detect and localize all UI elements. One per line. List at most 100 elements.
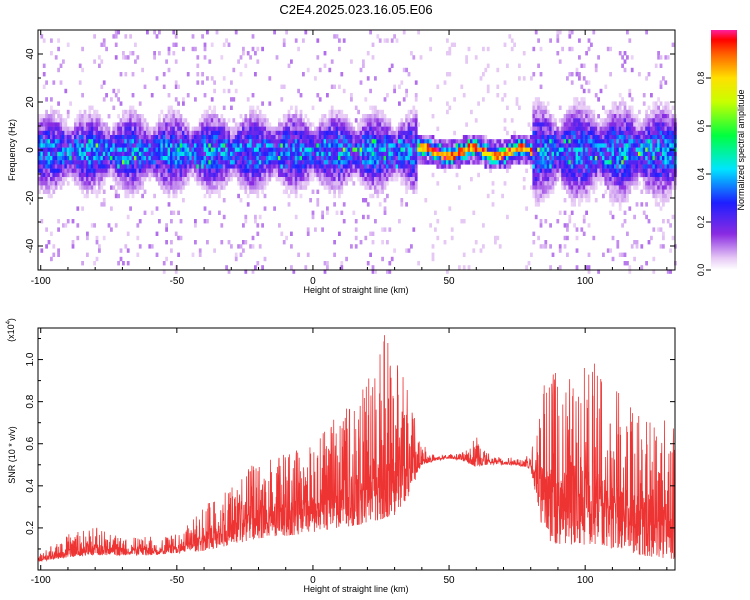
heatmap-cell	[239, 168, 243, 173]
heatmap-cell	[659, 114, 663, 119]
heatmap-cell	[554, 164, 557, 169]
heatmap-cell	[568, 177, 572, 182]
heatmap-cell	[638, 126, 641, 131]
heatmap-cell	[232, 160, 236, 165]
heatmap-cell	[630, 139, 634, 144]
heatmap-cell	[263, 185, 267, 190]
heatmap-cell	[280, 97, 284, 102]
heatmap-cell	[275, 164, 279, 169]
heatmap-cell	[426, 160, 430, 165]
heatmap-cell	[532, 231, 536, 236]
heatmap-cell	[443, 147, 447, 152]
heatmap-cell	[592, 126, 596, 131]
heatmap-cell	[621, 156, 624, 161]
heatmap-cell	[78, 185, 82, 190]
heatmap-cell	[309, 156, 312, 161]
heatmap-cell	[489, 168, 492, 173]
heatmap-cell	[374, 143, 377, 148]
heatmap-cell	[86, 118, 89, 123]
heatmap-cell	[431, 160, 435, 165]
heatmap-cell	[563, 130, 567, 136]
heatmap-cell	[160, 177, 164, 182]
heatmap-cell	[374, 114, 377, 119]
heatmap-cell	[208, 143, 212, 148]
heatmap-cell	[484, 164, 488, 169]
heatmap-cell	[366, 76, 370, 81]
heatmap-cell	[527, 261, 531, 266]
heatmap-cell	[330, 130, 334, 136]
heatmap-cell	[374, 219, 377, 224]
heatmap-cell	[614, 172, 617, 178]
heatmap-cell	[90, 143, 94, 148]
heatmap-cell	[542, 168, 545, 173]
heatmap-cell	[407, 72, 411, 77]
heatmap-cell	[126, 151, 130, 157]
heatmap-cell	[530, 164, 533, 169]
heatmap-cell	[369, 172, 372, 178]
heatmap-cell	[599, 88, 603, 94]
heatmap-cell	[256, 185, 260, 190]
heatmap-cell	[69, 126, 72, 131]
heatmap-cell	[280, 156, 284, 161]
heatmap-cell	[431, 143, 435, 148]
heatmap-cell	[446, 101, 449, 106]
heatmap-cell	[398, 219, 401, 224]
heatmap-cell	[242, 164, 245, 169]
heatmap-cell	[141, 151, 144, 157]
heatmap-cell	[585, 130, 588, 136]
heatmap-cell	[210, 181, 214, 186]
heatmap-cell	[539, 46, 543, 52]
heatmap-cell	[537, 151, 540, 157]
heatmap-cell	[52, 168, 56, 173]
heatmap-cell	[234, 256, 238, 262]
heatmap-cell	[254, 214, 257, 220]
heatmap-cell	[539, 164, 543, 169]
heatmap-cell	[57, 139, 60, 144]
heatmap-cell	[148, 160, 152, 165]
heatmap-cell	[652, 109, 656, 115]
heatmap-cell	[52, 126, 56, 131]
heatmap-cell	[254, 172, 257, 178]
heatmap-cell	[59, 63, 63, 68]
heatmap-cell	[659, 189, 663, 194]
heatmap-cell	[340, 172, 344, 178]
heatmap-cell	[513, 130, 516, 136]
heatmap-cell	[482, 97, 485, 102]
heatmap-cell	[314, 76, 317, 81]
heatmap-cell	[556, 34, 560, 39]
heatmap-cell	[398, 122, 401, 127]
heatmap-cell	[47, 193, 51, 199]
heatmap-cell	[179, 130, 183, 136]
heatmap-cell	[290, 105, 293, 110]
heatmap-cell	[196, 63, 200, 68]
heatmap-cell	[647, 156, 651, 161]
heatmap-cell	[357, 156, 360, 161]
heatmap-cell	[191, 151, 195, 157]
heatmap-cell	[618, 139, 622, 144]
heatmap-cell	[592, 30, 596, 35]
heatmap-cell	[496, 67, 500, 73]
heatmap-cell	[587, 122, 591, 127]
heatmap-cell	[414, 109, 418, 115]
heatmap-cell	[659, 156, 663, 161]
heatmap-cell	[578, 139, 581, 144]
heatmap-cell	[206, 130, 209, 136]
heatmap-cell	[592, 135, 596, 140]
heatmap-cell	[503, 139, 507, 144]
heatmap-cell	[618, 151, 622, 157]
heatmap-cell	[81, 122, 84, 127]
heatmap-cell	[311, 139, 315, 144]
heatmap-cell	[366, 118, 370, 123]
heatmap-cell	[590, 135, 593, 140]
heatmap-cell	[659, 84, 663, 89]
heatmap-cell	[412, 126, 416, 131]
heatmap-cell	[369, 118, 372, 123]
heatmap-cell	[585, 168, 588, 173]
heatmap-cell	[131, 93, 135, 98]
heatmap-cell	[479, 160, 483, 165]
heatmap-cell	[352, 181, 356, 186]
heatmap-cell	[381, 156, 384, 161]
heatmap-cell	[386, 143, 389, 148]
heatmap-cell	[506, 160, 509, 165]
heatmap-cell	[78, 177, 82, 182]
